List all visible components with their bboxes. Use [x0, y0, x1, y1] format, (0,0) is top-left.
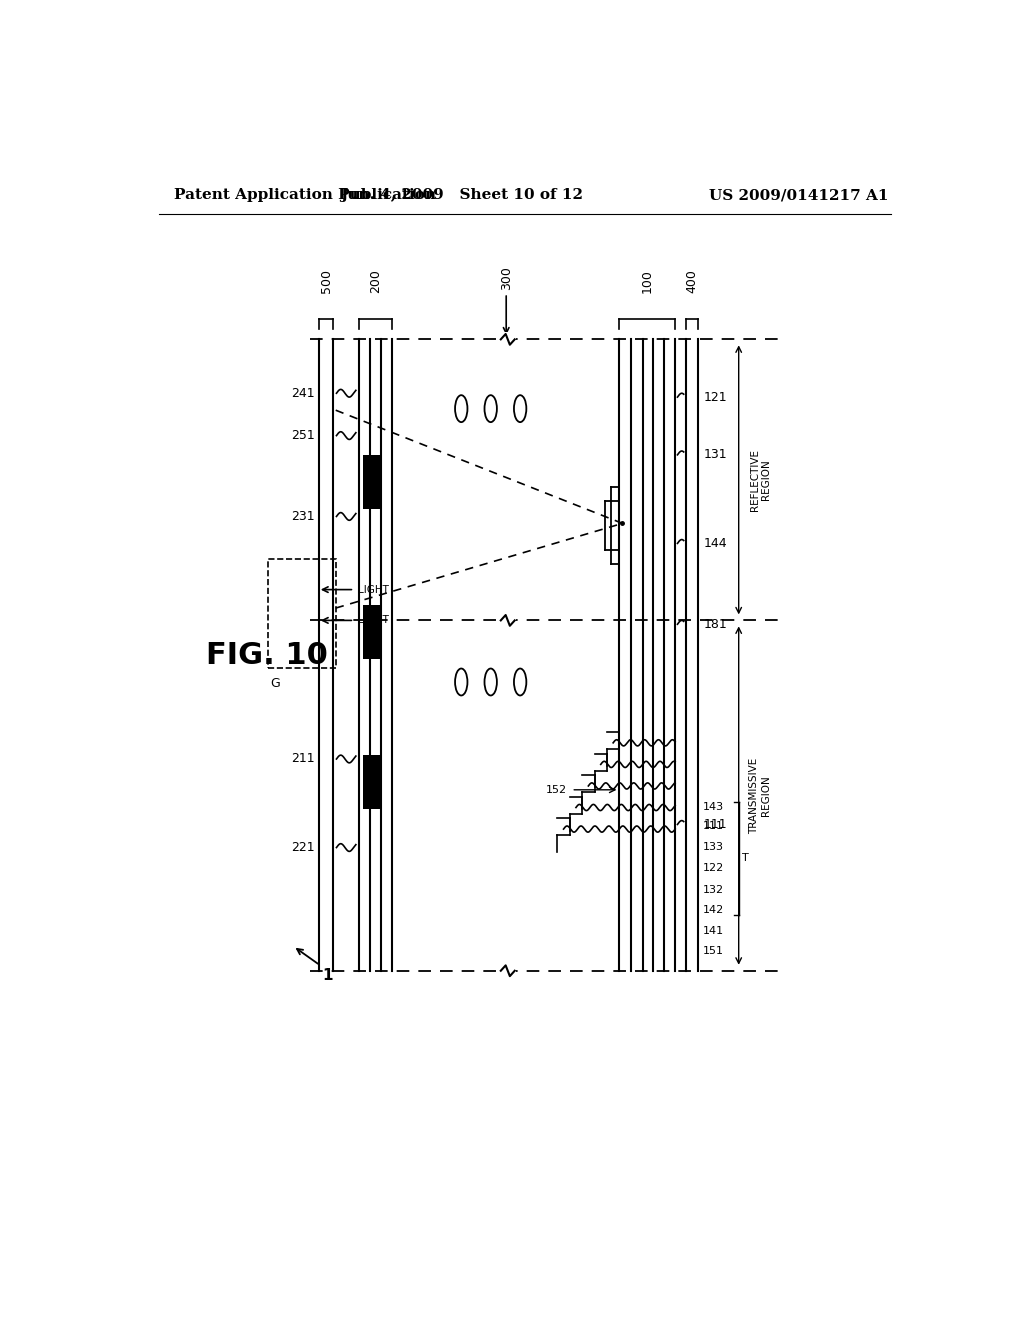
Text: 231: 231 [291, 510, 314, 523]
Text: 251: 251 [291, 429, 314, 442]
Text: 143: 143 [703, 801, 724, 812]
Text: 181: 181 [703, 618, 728, 631]
Text: 122: 122 [703, 863, 724, 874]
Text: 142: 142 [703, 906, 724, 915]
Text: 1: 1 [323, 968, 333, 982]
Text: 211: 211 [291, 752, 314, 766]
Text: REFLECTIVE
REGION: REFLECTIVE REGION [750, 449, 771, 511]
Bar [362, 605, 380, 659]
Text: TRANSMISSIVE
REGION: TRANSMISSIVE REGION [750, 758, 771, 834]
Text: LIGHT: LIGHT [358, 615, 389, 626]
Text: 141: 141 [703, 927, 724, 936]
Text: 300: 300 [500, 267, 513, 290]
Text: 221: 221 [291, 841, 314, 854]
Bar [500, 964, 516, 978]
Text: G: G [270, 677, 281, 690]
Text: FIG. 10: FIG. 10 [206, 640, 328, 669]
Text: 241: 241 [291, 387, 314, 400]
Text: Jun. 4, 2009   Sheet 10 of 12: Jun. 4, 2009 Sheet 10 of 12 [340, 189, 583, 202]
Text: 151: 151 [703, 946, 724, 957]
Text: 121: 121 [703, 391, 727, 404]
Text: 133: 133 [703, 842, 724, 851]
Text: T: T [741, 853, 749, 863]
Text: LIGHT: LIGHT [358, 585, 389, 594]
Text: 500: 500 [319, 269, 333, 293]
Bar [268, 558, 336, 668]
Text: US 2009/0141217 A1: US 2009/0141217 A1 [709, 189, 888, 202]
Bar [500, 331, 516, 347]
Text: 100: 100 [641, 269, 653, 293]
Text: Patent Application Publication: Patent Application Publication [174, 189, 436, 202]
Text: 152: 152 [546, 785, 567, 795]
Bar [500, 612, 516, 628]
Bar [362, 455, 380, 508]
Text: 131: 131 [703, 449, 727, 462]
Text: 111: 111 [703, 821, 724, 832]
Bar [362, 755, 380, 809]
Text: 200: 200 [369, 269, 382, 293]
Text: 400: 400 [686, 269, 698, 293]
Text: 111: 111 [703, 818, 727, 832]
Text: 132: 132 [703, 884, 724, 895]
Text: 144: 144 [703, 537, 727, 550]
